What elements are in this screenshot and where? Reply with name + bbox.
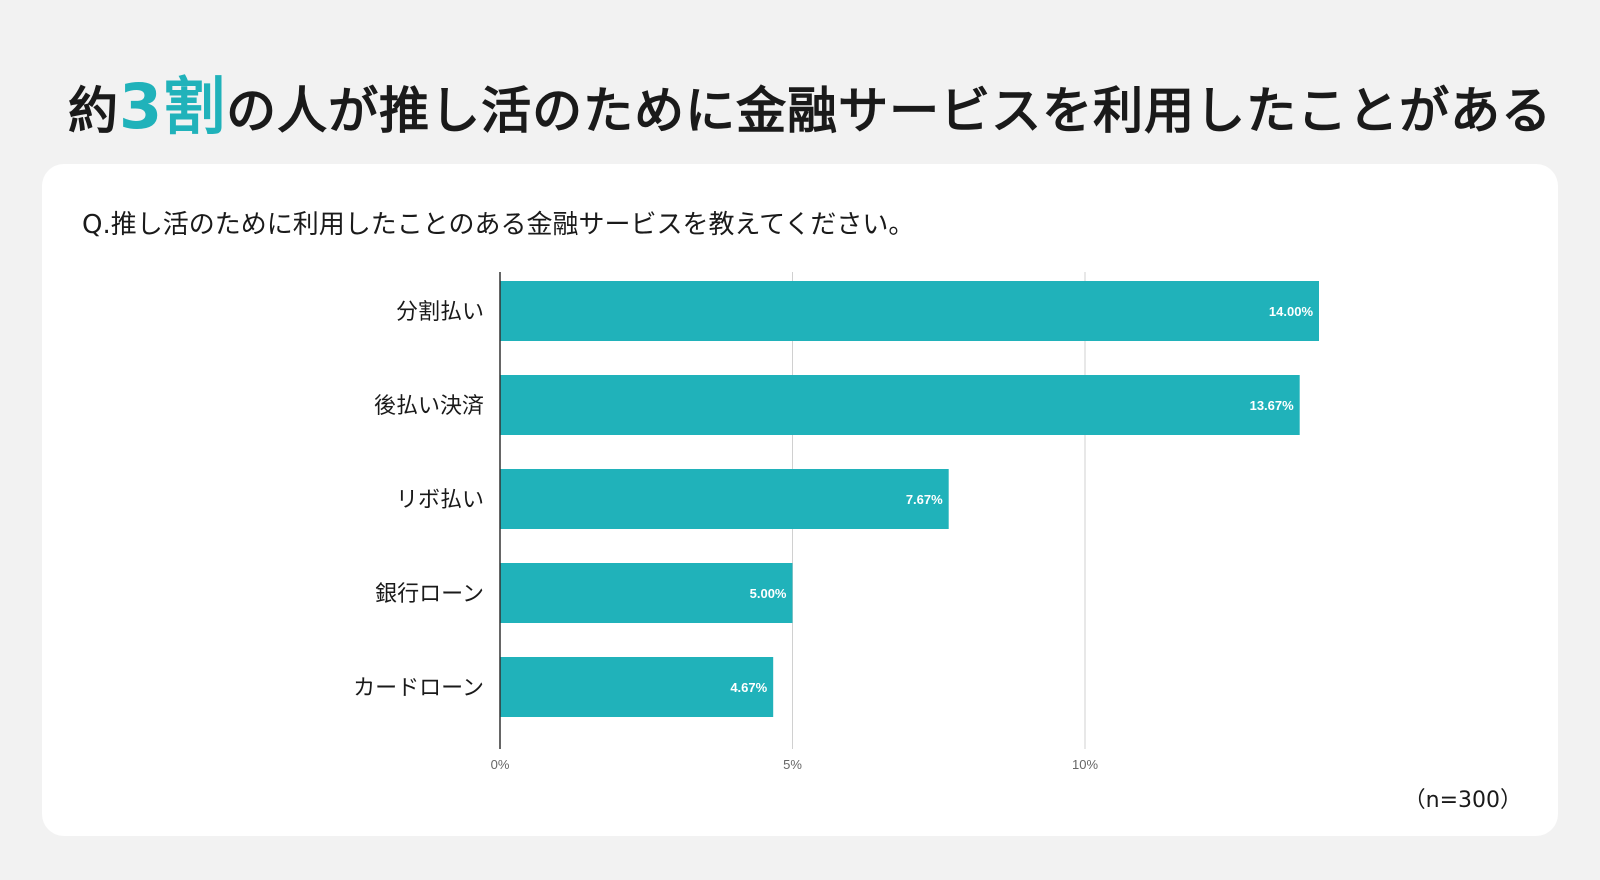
category-label: 銀行ローン bbox=[375, 582, 484, 607]
category-label: リボ払い bbox=[396, 488, 484, 513]
bar-chart: 0% 5% 10% 14.00% 分割払い 13.67% 後払い決済 7.67% リボ払い 5.0… bbox=[353, 272, 1319, 772]
category-label: カードローン bbox=[353, 676, 484, 701]
bar bbox=[500, 657, 774, 717]
bar-value-label: 5.00% bbox=[750, 586, 787, 601]
bar-value-label: 13.67% bbox=[1250, 398, 1295, 413]
bar bbox=[500, 563, 793, 623]
x-tick-label: 10% bbox=[1072, 757, 1098, 772]
bar bbox=[500, 281, 1319, 341]
bar bbox=[500, 469, 949, 529]
headline-prefix: 約 bbox=[68, 82, 119, 140]
page-headline: 約3割の人が推し活のために金融サービスを利用したことがある bbox=[68, 70, 1552, 144]
x-tick-label: 0% bbox=[491, 757, 510, 772]
category-label: 後払い決済 bbox=[374, 394, 484, 419]
headline-suffix: の人が推し活のために金融サービスを利用したことがある bbox=[226, 82, 1553, 140]
category-label: 分割払い bbox=[396, 300, 484, 325]
chart-card: Q.推し活のために利用したことのある金融サービスを教えてください。 0% 5% 10… bbox=[42, 164, 1558, 836]
bar bbox=[500, 375, 1300, 435]
x-tick-label: 5% bbox=[783, 757, 802, 772]
bar-value-label: 14.00% bbox=[1269, 304, 1314, 319]
bar-value-label: 7.67% bbox=[906, 492, 943, 507]
sample-size: （n=300） bbox=[1403, 788, 1522, 813]
headline-highlight: 3割 bbox=[119, 70, 227, 143]
bar-value-label: 4.67% bbox=[730, 680, 767, 695]
survey-question: Q.推し活のために利用したことのある金融サービスを教えてください。 bbox=[82, 210, 915, 240]
